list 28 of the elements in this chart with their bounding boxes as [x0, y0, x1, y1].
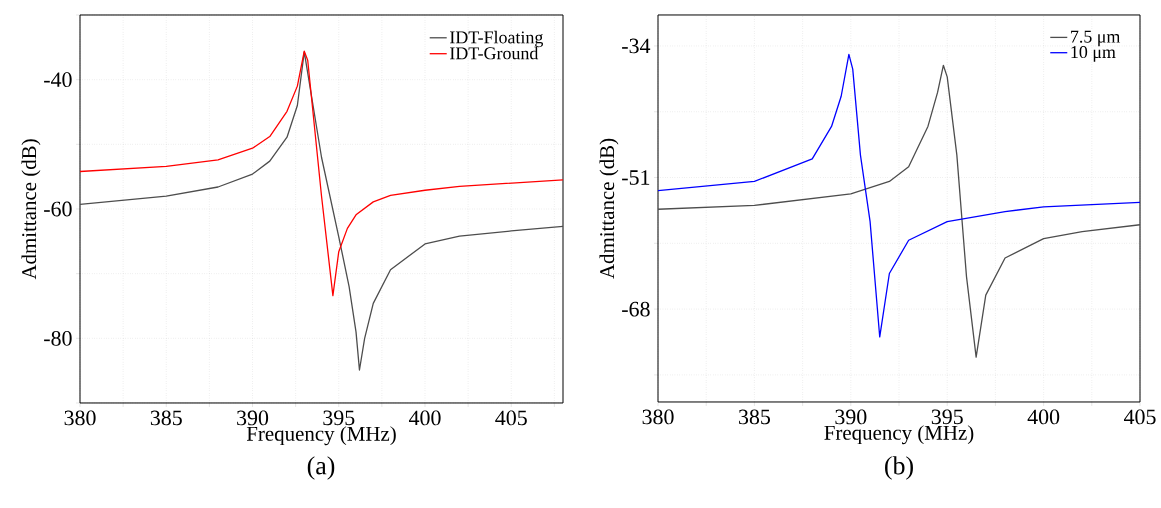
x-tick-label: 395 — [323, 410, 355, 426]
x-tick-label: 390 — [237, 410, 269, 426]
x-axis-title: Frequency (MHz) — [246, 426, 396, 446]
legend-label: 7.5 μm — [1071, 30, 1121, 47]
x-tick-label: 385 — [739, 409, 770, 425]
y-axis-title: Admittance (dB) — [21, 139, 41, 280]
x-tick-label: 405 — [495, 410, 527, 426]
legend-label: IDT-Ground — [450, 46, 539, 60]
legend-label: IDT-Floating — [450, 30, 544, 48]
legend-label: 10 μm — [1071, 46, 1116, 62]
y-tick-label: -51 — [622, 170, 650, 185]
x-tick-label: 380 — [642, 409, 674, 425]
y-tick-label: -68 — [622, 301, 650, 317]
y-axis-title: Admittance (dB) — [599, 138, 619, 279]
x-tick-label: 405 — [1124, 409, 1156, 425]
x-tick-label: 400 — [1027, 409, 1060, 425]
y-tick-label: -40 — [44, 72, 72, 88]
x-tick-label: 400 — [408, 410, 441, 426]
x-tick-label: 385 — [150, 410, 182, 426]
y-tick-label: -34 — [622, 38, 651, 54]
text: (b) — [885, 456, 913, 480]
x-tick-label: 390 — [835, 409, 867, 425]
y-tick-label: -60 — [44, 201, 72, 217]
y-tick-label: -80 — [44, 330, 72, 346]
x-tick-label: 395 — [931, 409, 963, 425]
text: (a) — [307, 456, 335, 480]
x-axis-title: Frequency (MHz) — [824, 425, 974, 445]
x-tick-label: 380 — [64, 410, 96, 426]
